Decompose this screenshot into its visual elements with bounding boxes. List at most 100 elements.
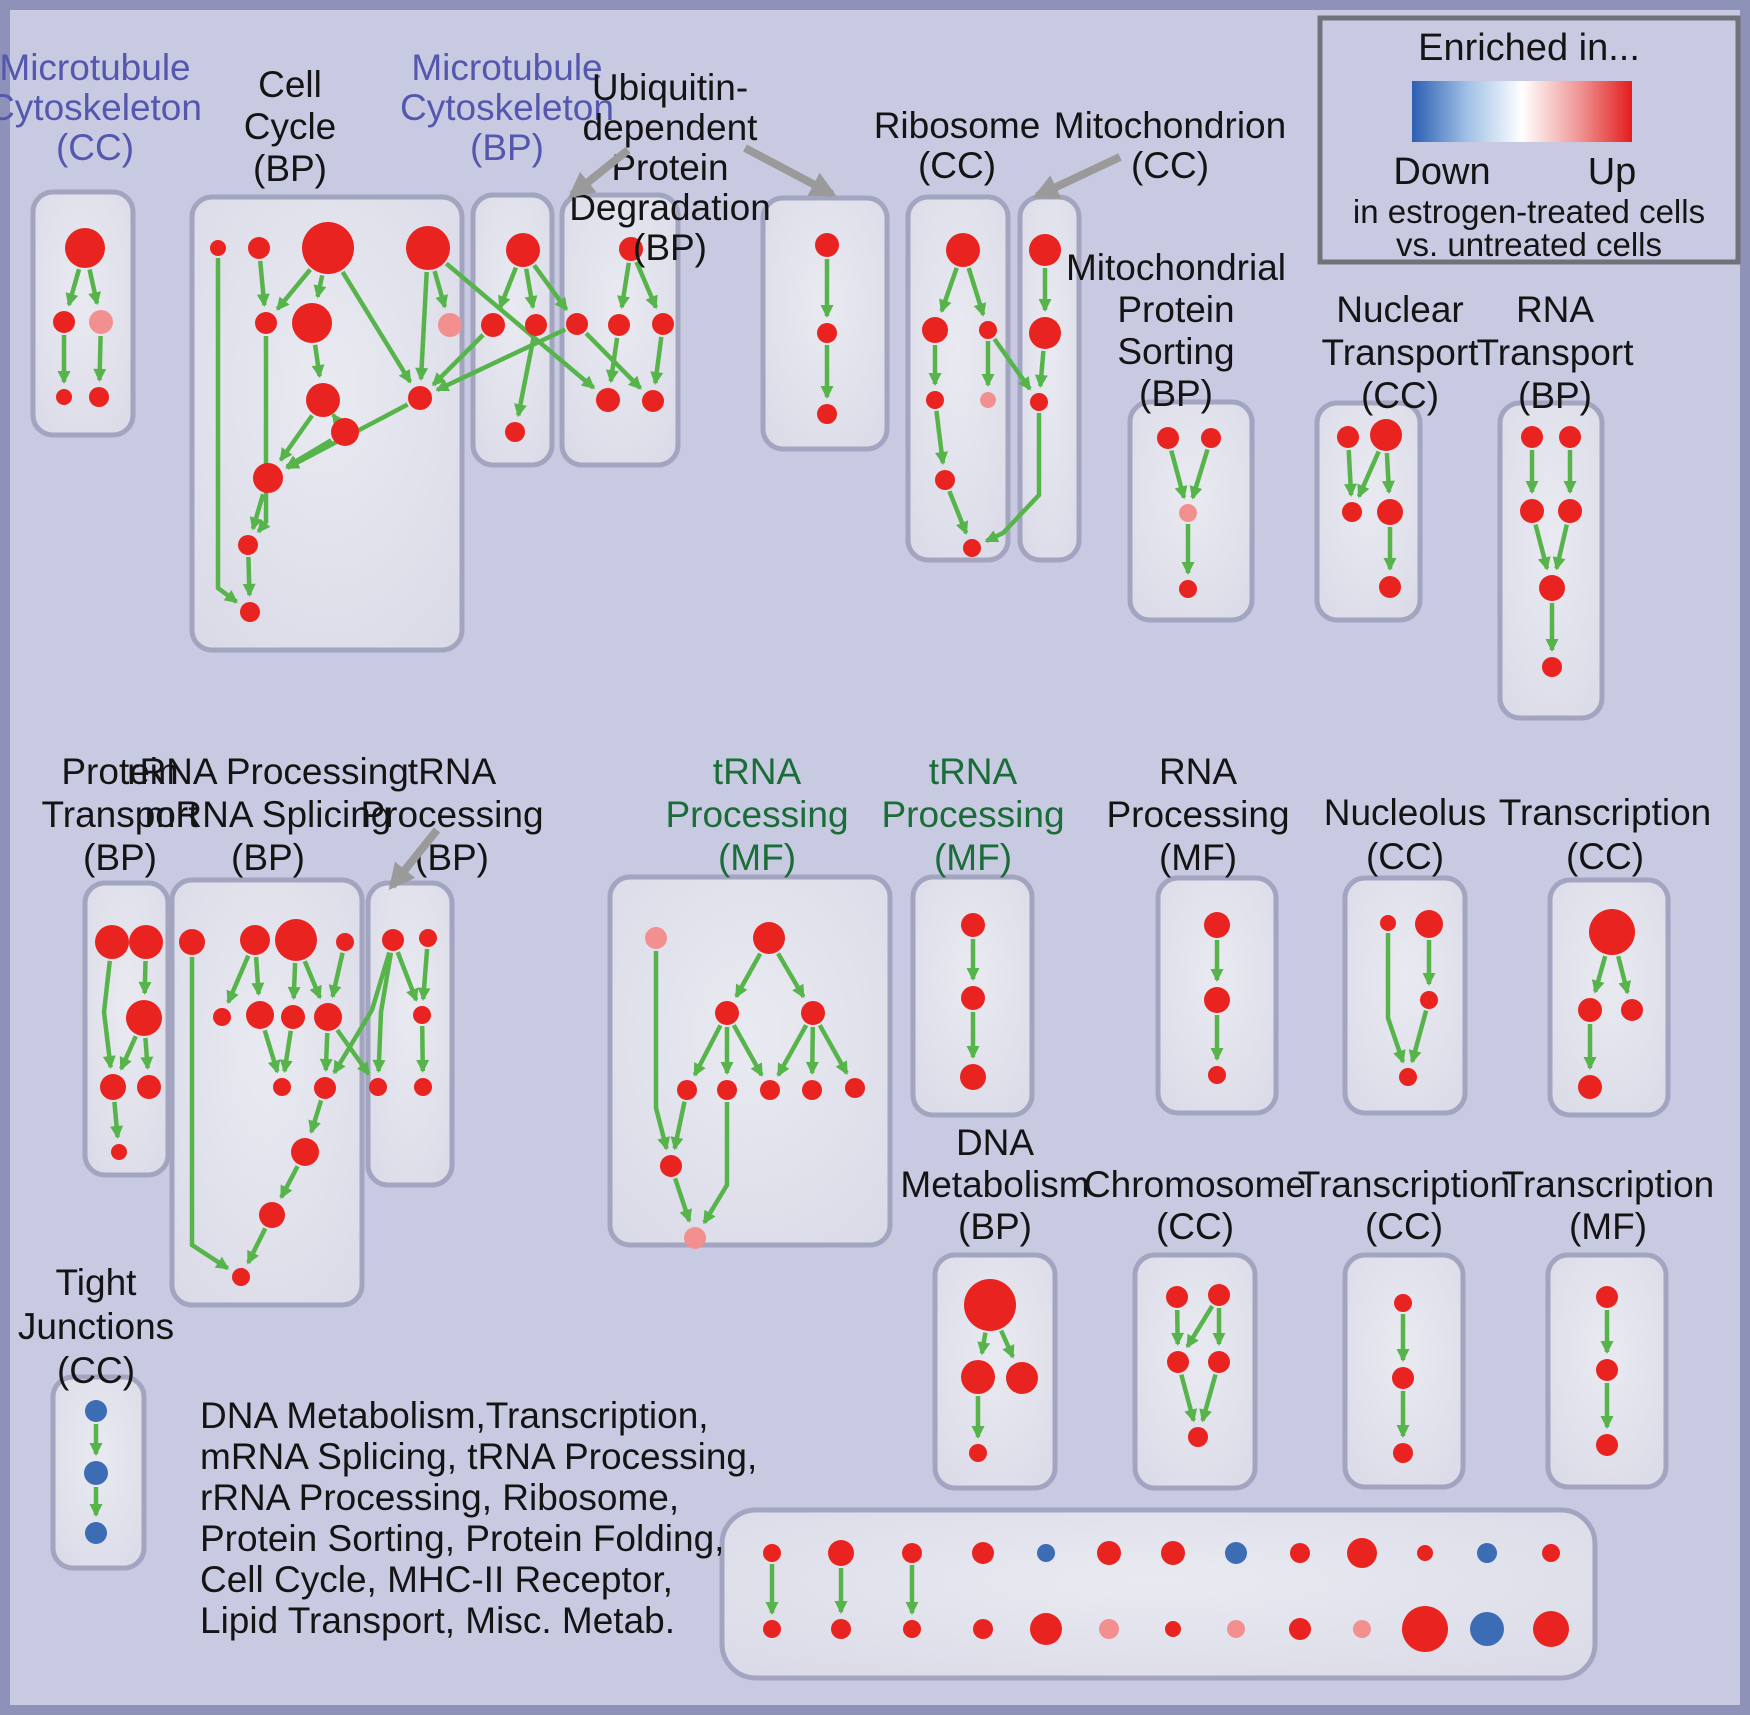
go-term-node-rna-transport-v1 — [1521, 426, 1543, 448]
legend-gradient-bar — [1412, 81, 1632, 142]
go-term-node-cell-cycle-n5 — [255, 312, 277, 334]
edge-rrna-g2-k2 — [251, 956, 265, 996]
go-term-node-ubiquitin-u3 — [817, 404, 837, 424]
go-term-node-mitochondrion-m1 — [1029, 234, 1061, 266]
go-term-node-cell-cycle-n10 — [331, 418, 359, 446]
go-term-node-microtubule-bp-2-c1 — [619, 237, 643, 261]
edge-trna-mf-1-f3-f7 — [805, 1026, 819, 1075]
go-term-node-trna-mf-1-f7 — [802, 1080, 822, 1100]
go-term-node-rrna-k3 — [281, 1005, 305, 1029]
edge-rrna-k4-o2 — [319, 1032, 333, 1072]
go-term-node-transcription-cc-mid-w3 — [1621, 999, 1643, 1021]
go-term-node-rrna-k4 — [314, 1003, 342, 1031]
strip-node — [1477, 1543, 1497, 1563]
go-term-node-ribosome-r4 — [926, 391, 944, 409]
edge-rrna-k2-o1 — [262, 1029, 281, 1074]
cluster-label-nucleolus: Nucleolus (CC) — [1324, 792, 1486, 877]
edge-rrna-g2-k1 — [226, 954, 251, 1005]
go-term-node-protein-transport-p5 — [137, 1075, 161, 1099]
strip-node — [972, 1542, 994, 1564]
go-term-node-microtubule-bp-1-b2 — [481, 313, 505, 337]
cluster-box-dna-metabolism — [932, 1252, 1058, 1491]
go-term-node-microtubule-bp-1-b4 — [505, 422, 525, 442]
note-line-1: mRNA Splicing, tRNA Processing, — [200, 1436, 757, 1477]
go-term-node-nuclear-transport-t3 — [1342, 502, 1362, 522]
cluster-label-ubiquitin: Ubiquitin-dependent Protein Degradation (BP… — [569, 67, 771, 268]
strip-node — [1402, 1606, 1448, 1652]
edge-trna-mf-1-f5-f10 — [702, 1102, 730, 1225]
go-term-node-transcription-mf-q3 — [1596, 1434, 1618, 1456]
note-line-3: Protein Sorting, Protein Folding, — [200, 1518, 724, 1559]
cluster-label-trna-mf-1: tRNA Processing (MF) — [665, 751, 848, 878]
cluster-box-transcription-cc-mid — [1547, 877, 1671, 1118]
go-term-node-trna-mf-2-h1 — [961, 913, 985, 937]
go-term-node-ribosome-r7 — [963, 539, 981, 557]
note-line-5: Lipid Transport, Misc. Metab. — [200, 1600, 675, 1641]
go-term-node-rna-proc-mf-j3 — [1208, 1066, 1226, 1084]
go-term-node-cell-cycle-n6 — [292, 303, 332, 343]
legend-condition-line2: vs. untreated cells — [1396, 226, 1662, 263]
go-term-node-transcription-cc-mid-w2 — [1578, 998, 1602, 1022]
cluster-label-microtubule-bp-1: Microtubule Cytoskeleton (BP) — [400, 47, 614, 168]
go-term-node-mito-sorting-s3 — [1179, 504, 1197, 522]
edge-cell-cycle-n11-n12 — [249, 493, 266, 531]
go-term-node-mito-sorting-s4 — [1179, 580, 1197, 598]
cluster-label-tight-junctions: Tight Junctions (CC) — [18, 1262, 174, 1391]
edge-microtubule-bp-2-c2-c6 — [584, 331, 642, 390]
go-term-node-rna-transport-v3 — [1520, 499, 1544, 523]
go-term-node-protein-transport-p6 — [111, 1144, 127, 1160]
cluster-label-protein-transport: Protein Transport (BP) — [42, 751, 200, 878]
go-term-node-trna-bp-x1 — [369, 1078, 387, 1096]
edge-trna-bp-x3-x4 — [417, 948, 431, 1001]
callout-arrow-2 — [1032, 153, 1122, 200]
go-term-node-dna-metabolism-d4 — [969, 1444, 987, 1462]
strip-node — [1542, 1544, 1560, 1562]
edge-ribosome-r1-r3 — [966, 267, 987, 317]
edge-rrna-g3-k4 — [302, 960, 322, 1000]
cluster-label-nuclear-transport: Nuclear Transport (CC) — [1322, 289, 1480, 416]
strip-node — [1037, 1544, 1055, 1562]
cluster-box-ribosome — [905, 194, 1011, 563]
go-term-node-microtubule-cc-C — [89, 310, 113, 334]
strip-node — [1417, 1545, 1433, 1561]
strip-node — [763, 1544, 781, 1562]
edge-chromosome-e4-e5 — [1199, 1373, 1218, 1423]
edge-trna-mf-1-f3-f8 — [817, 1024, 849, 1075]
go-term-node-protein-transport-p4 — [100, 1074, 126, 1100]
cluster-box-chromosome — [1132, 1252, 1258, 1491]
edge-nucleolus-z1-z4 — [1385, 933, 1406, 1064]
cluster-label-trna-bp: tRNA Processing (BP) — [360, 751, 543, 878]
go-term-node-microtubule-bp-2-c2 — [566, 313, 588, 335]
go-term-node-trna-mf-1-f0 — [645, 927, 667, 949]
go-term-node-microtubule-bp-2-c5 — [596, 388, 620, 412]
legend-up-label: Up — [1588, 151, 1637, 193]
cluster-box-cell-cycle — [189, 194, 465, 653]
go-term-node-transcription-cc-mid-w4 — [1578, 1075, 1602, 1099]
go-term-node-rrna-o2 — [314, 1077, 336, 1099]
edge-mito-sorting-s2-s3 — [1189, 448, 1210, 500]
cluster-label-chromosome: Chromosome (CC) — [1084, 1164, 1306, 1247]
go-term-node-mitochondrion-m3 — [1030, 393, 1048, 411]
go-term-node-rrna-g3 — [275, 919, 317, 961]
go-term-node-rna-transport-v5 — [1539, 575, 1565, 601]
edge-trna-mf-1-f2-f6 — [731, 1024, 764, 1077]
edge-chromosome-e3-e5 — [1179, 1374, 1198, 1423]
go-term-node-microtubule-cc-A — [65, 228, 105, 268]
callout-arrow-3 — [388, 827, 441, 891]
go-term-node-trna-mf-1-f9 — [660, 1155, 682, 1177]
go-term-node-trna-mf-1-f3 — [801, 1001, 825, 1025]
edge-protein-transport-p1-p4 — [101, 960, 116, 1070]
edge-cell-cycle-n8-n10 — [331, 413, 345, 428]
go-term-node-cell-cycle-n1 — [210, 240, 226, 256]
go-term-node-trna-mf-1-f10 — [684, 1227, 706, 1249]
go-term-node-cell-cycle-n4 — [406, 226, 450, 270]
edge-ribosome-r6-r7 — [947, 490, 969, 535]
strip-node — [1225, 1542, 1247, 1564]
go-term-node-ubiquitin-u2 — [817, 323, 837, 343]
go-term-node-chromosome-e1 — [1166, 1286, 1188, 1308]
go-term-node-trna-mf-1-f5 — [717, 1080, 737, 1100]
go-term-node-cell-cycle-n11 — [253, 463, 283, 493]
go-term-node-rrna-q2 — [259, 1202, 285, 1228]
